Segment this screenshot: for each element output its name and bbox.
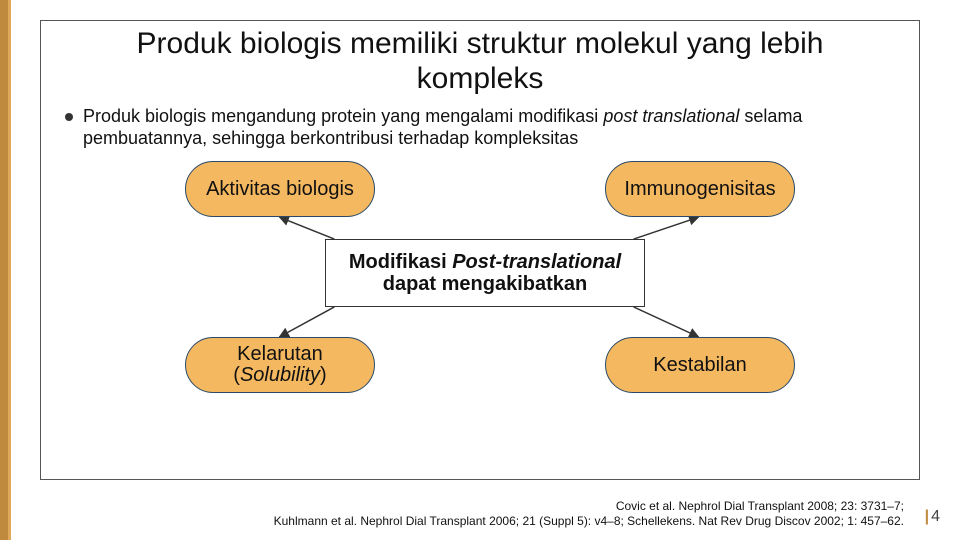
- content-frame: Produk biologis memiliki struktur moleku…: [40, 20, 920, 480]
- slide: Produk biologis memiliki struktur moleku…: [0, 0, 960, 540]
- node-label: Kestabilan: [653, 355, 746, 376]
- node-label: Kelarutan (Solubility): [233, 344, 326, 386]
- node-bottom-right: Kestabilan: [605, 337, 795, 393]
- node-top-right: Immunogenisitas: [605, 161, 795, 217]
- bullet-dot-icon: [65, 113, 73, 121]
- page-number: |4: [925, 508, 940, 526]
- node-top-left: Aktivitas biologis: [185, 161, 375, 217]
- bullet-text: Produk biologis mengandung protein yang …: [73, 106, 895, 149]
- node-bottom-left: Kelarutan (Solubility): [185, 337, 375, 393]
- citation-text: Covic et al. Nephrol Dial Transplant 200…: [120, 499, 904, 528]
- diagram: Aktivitas biologis Immunogenisitas Modif…: [65, 157, 895, 407]
- node-label: Immunogenisitas: [624, 179, 775, 200]
- bullet-item: Produk biologis mengandung protein yang …: [41, 100, 919, 157]
- slide-title: Produk biologis memiliki struktur moleku…: [41, 21, 919, 100]
- accent-stripe-inner: [8, 0, 11, 540]
- node-label: Aktivitas biologis: [206, 179, 354, 200]
- node-label: Modifikasi Post-translational dapat meng…: [349, 251, 621, 295]
- node-center: Modifikasi Post-translational dapat meng…: [325, 239, 645, 307]
- accent-stripe: [0, 0, 8, 540]
